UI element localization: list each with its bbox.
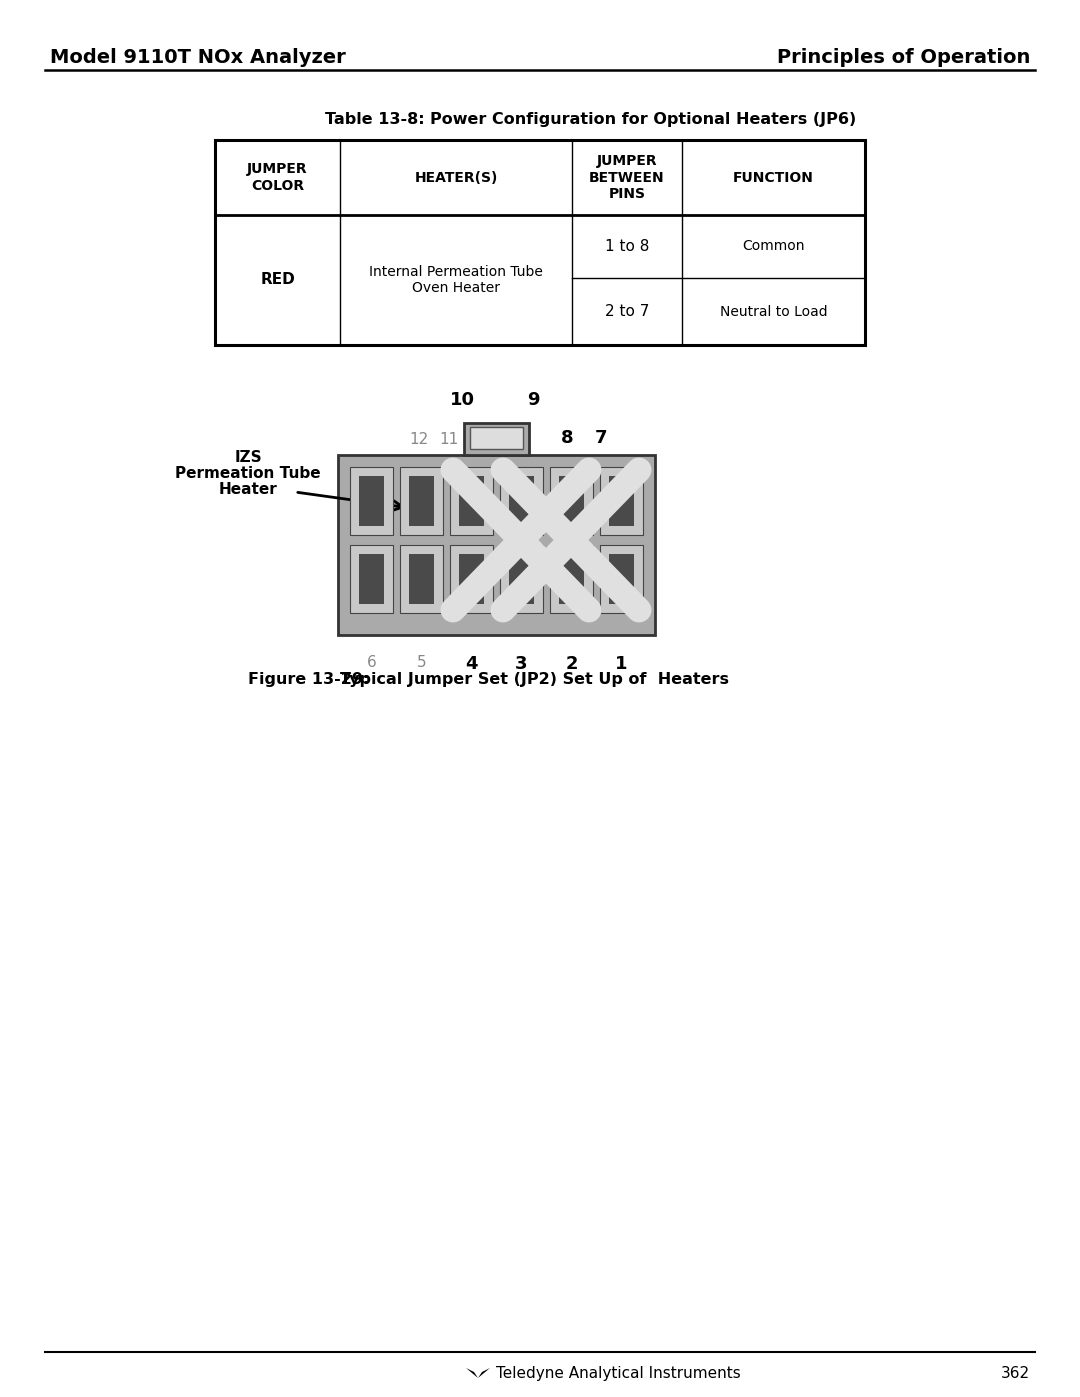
Bar: [550, 545, 593, 613]
Text: 5: 5: [417, 655, 427, 671]
Text: Typical Jumper Set (JP2) Set Up of  Heaters: Typical Jumper Set (JP2) Set Up of Heate…: [340, 672, 729, 687]
Bar: [409, 476, 434, 527]
Text: RED: RED: [260, 272, 295, 288]
Text: JUMPER
BETWEEN
PINS: JUMPER BETWEEN PINS: [590, 154, 665, 201]
Text: Table 13-8:: Table 13-8:: [325, 112, 424, 127]
Bar: [359, 555, 384, 604]
Bar: [500, 467, 543, 535]
Bar: [409, 555, 434, 604]
Bar: [464, 423, 529, 455]
Polygon shape: [465, 1368, 490, 1377]
Bar: [459, 476, 484, 527]
Bar: [500, 545, 543, 613]
Text: Internal Permeation Tube
Oven Heater: Internal Permeation Tube Oven Heater: [369, 265, 543, 295]
Bar: [459, 555, 484, 604]
Bar: [215, 140, 865, 345]
Bar: [509, 476, 534, 527]
Bar: [559, 476, 584, 527]
Text: 12: 12: [409, 432, 429, 447]
Text: 9: 9: [527, 391, 539, 409]
Bar: [609, 555, 634, 604]
Bar: [359, 476, 384, 527]
Bar: [400, 545, 443, 613]
Text: Heater: Heater: [218, 482, 278, 497]
Text: Principles of Operation: Principles of Operation: [777, 47, 1030, 67]
Text: Teledyne Analytical Instruments: Teledyne Analytical Instruments: [496, 1366, 741, 1382]
Text: 2: 2: [565, 655, 578, 673]
Bar: [400, 467, 443, 535]
Text: 362: 362: [1001, 1366, 1030, 1382]
Text: Permeation Tube: Permeation Tube: [175, 467, 321, 481]
Bar: [338, 455, 654, 636]
Text: 11: 11: [440, 432, 459, 447]
Bar: [600, 545, 643, 613]
Bar: [509, 555, 534, 604]
Text: Common: Common: [742, 239, 805, 253]
Text: FUNCTION: FUNCTION: [733, 170, 814, 184]
Text: Figure 13-29:: Figure 13-29:: [248, 672, 369, 687]
Bar: [350, 545, 393, 613]
Bar: [550, 467, 593, 535]
Text: IZS: IZS: [234, 450, 261, 465]
Bar: [609, 476, 634, 527]
Text: 2 to 7: 2 to 7: [605, 305, 649, 319]
Text: Model 9110T NOx Analyzer: Model 9110T NOx Analyzer: [50, 47, 346, 67]
Bar: [350, 467, 393, 535]
Bar: [450, 545, 492, 613]
Bar: [470, 427, 523, 448]
Text: Neutral to Load: Neutral to Load: [719, 305, 827, 319]
Text: Power Configuration for Optional Heaters (JP6): Power Configuration for Optional Heaters…: [430, 112, 856, 127]
Bar: [559, 555, 584, 604]
Text: 4: 4: [465, 655, 477, 673]
Text: 7: 7: [595, 429, 607, 447]
Text: 3: 3: [515, 655, 528, 673]
Text: 6: 6: [366, 655, 376, 671]
Text: 8: 8: [561, 429, 573, 447]
Text: HEATER(S): HEATER(S): [415, 170, 498, 184]
Text: 10: 10: [449, 391, 474, 409]
Bar: [600, 467, 643, 535]
Bar: [450, 467, 492, 535]
Text: JUMPER
COLOR: JUMPER COLOR: [247, 162, 308, 193]
Text: 1: 1: [616, 655, 627, 673]
Text: 1 to 8: 1 to 8: [605, 239, 649, 254]
